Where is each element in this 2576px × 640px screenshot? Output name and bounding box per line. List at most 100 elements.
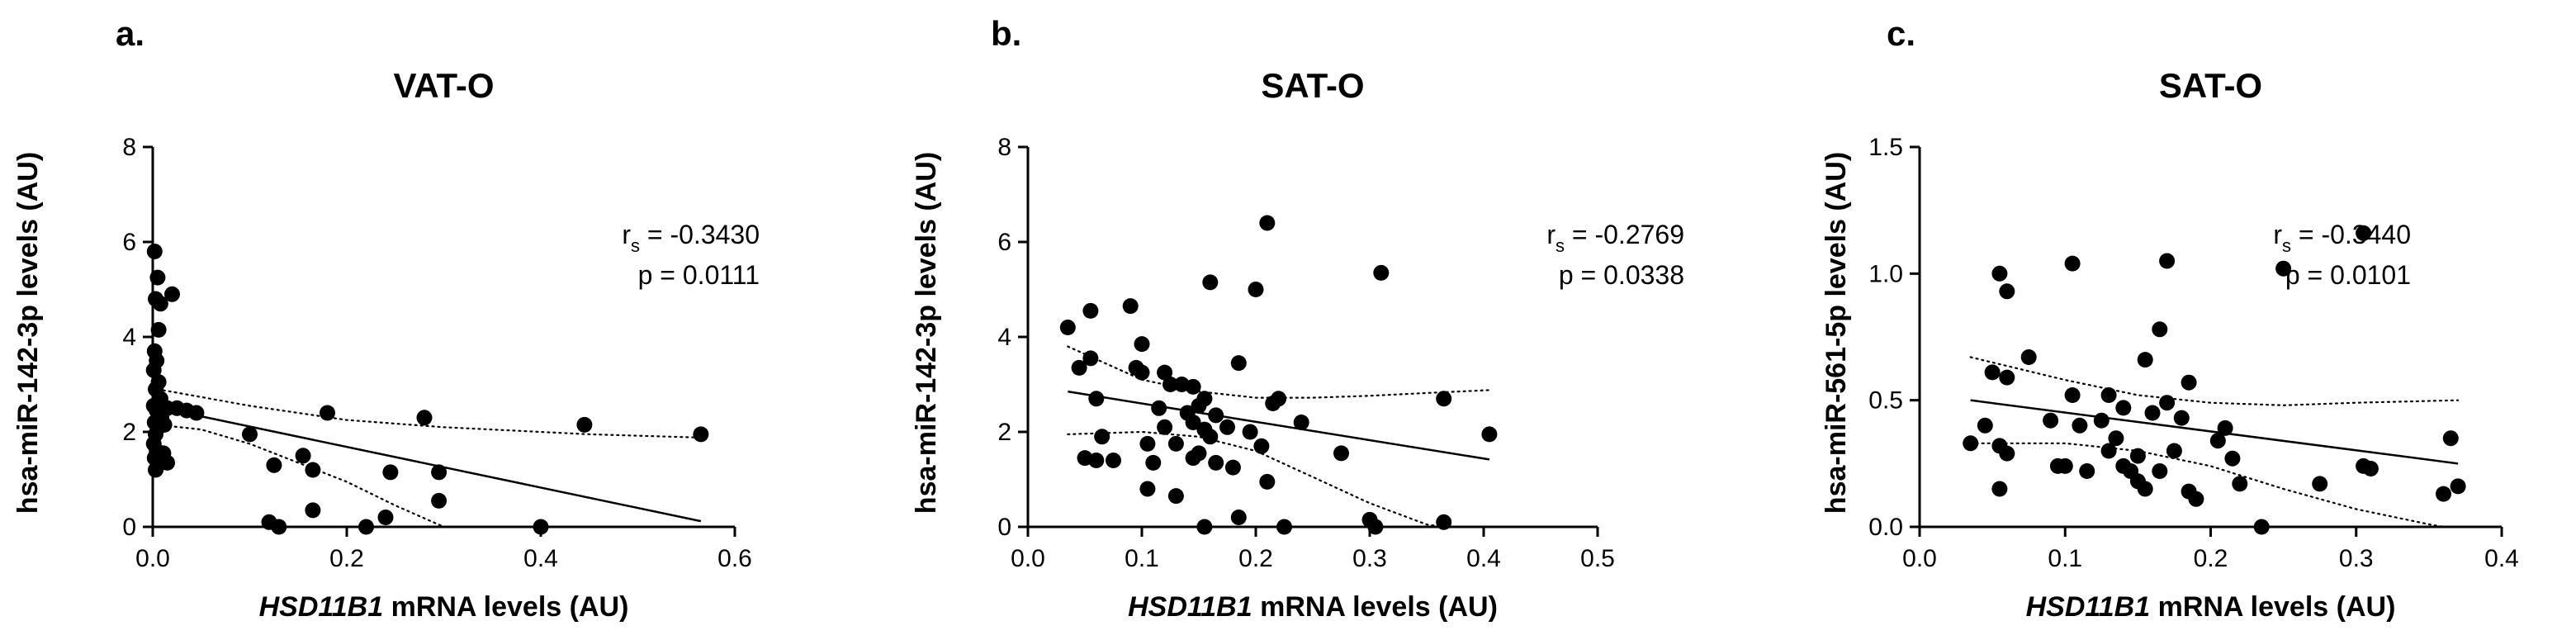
- data-point: [1481, 426, 1498, 443]
- data-point: [2100, 443, 2117, 459]
- x-axis-title-rest: mRNA levels (AU): [1252, 591, 1498, 623]
- x-axis-title: HSD11B1 mRNA levels (AU): [259, 591, 629, 623]
- data-point: [576, 416, 593, 433]
- x-axis-title-rest: mRNA levels (AU): [2150, 591, 2395, 623]
- data-point: [1293, 415, 1309, 430]
- data-point: [2108, 430, 2124, 447]
- y-axis-title: hsa-miR-561-5p levels (AU): [1821, 152, 1852, 514]
- y-tick-label: 2: [997, 419, 1011, 446]
- ci-lower-band: [1067, 430, 1445, 529]
- spearman-r-symbol: r: [622, 220, 631, 249]
- data-point: [1106, 453, 1121, 468]
- x-tick-label: 0.2: [1238, 545, 1273, 572]
- data-point: [1185, 378, 1201, 395]
- y-tick-label: 1.5: [1868, 134, 1903, 161]
- data-point: [2137, 481, 2153, 497]
- chart-panel-2: b. SAT-O 0 2 4 6 8 0.0 0.1 0.2 0.3 0.4 0.5 HSD11B1 mR…: [911, 14, 1684, 623]
- data-point: [1259, 473, 1276, 490]
- data-point: [1999, 283, 2015, 300]
- x-axis-title-gene: HSD11B1: [1128, 591, 1252, 623]
- data-point: [1082, 350, 1099, 367]
- y-tick-label: 4: [997, 324, 1011, 351]
- data-point: [377, 510, 394, 525]
- data-point: [1185, 450, 1201, 467]
- data-point: [1167, 488, 1184, 505]
- data-point: [2057, 457, 2073, 474]
- data-point: [1984, 364, 2001, 381]
- data-point: [305, 502, 321, 519]
- data-point: [1088, 391, 1105, 407]
- data-point: [358, 519, 374, 535]
- data-point: [2166, 443, 2182, 459]
- data-point: [2137, 352, 2153, 368]
- panel-label: c.: [1887, 14, 1915, 53]
- data-point: [2253, 519, 2270, 535]
- chart-panel-3: c. SAT-O 0.0 0.5 1.0 1.5 0.0 0.1 0.2 0.3 0.4 HSD11B…: [1821, 14, 2519, 623]
- y-tick-label: 4: [122, 324, 136, 351]
- data-point: [1999, 445, 2015, 462]
- x-axis-title-gene: HSD11B1: [259, 591, 384, 623]
- data-point: [2209, 433, 2226, 449]
- data-point: [1167, 435, 1184, 452]
- ci-lower-band: [1969, 442, 2445, 529]
- data-point: [1963, 435, 1979, 452]
- x-tick-label: 0.0: [135, 545, 170, 572]
- data-point: [242, 426, 258, 443]
- data-point: [145, 362, 162, 378]
- data-point: [1253, 438, 1270, 454]
- data-point: [2100, 387, 2117, 403]
- data-point: [1271, 391, 1287, 407]
- ci-upper-band: [1969, 356, 2460, 406]
- x-tick-label: 0.2: [329, 545, 364, 572]
- chart-title: SAT-O: [2159, 66, 2262, 105]
- y-tick-label: 0.0: [1868, 514, 1903, 541]
- panel-label: a.: [116, 14, 144, 53]
- p-value-text: p = 0.0101: [2285, 260, 2411, 290]
- data-point: [2072, 417, 2088, 434]
- data-point: [693, 426, 709, 443]
- data-point: [1139, 481, 1156, 497]
- data-point: [1163, 377, 1178, 392]
- data-point: [2356, 225, 2372, 241]
- data-point: [1373, 264, 1390, 281]
- y-tick-label: 2: [122, 419, 136, 446]
- data-point: [2217, 420, 2233, 436]
- x-tick-label: 0.1: [2048, 545, 2082, 572]
- data-point: [1208, 454, 1224, 471]
- data-point: [2144, 405, 2161, 421]
- data-point: [1157, 364, 1173, 381]
- spearman-r-subscript: s: [1556, 235, 1565, 256]
- data-point: [2450, 478, 2466, 495]
- data-point: [271, 519, 287, 535]
- data-point: [1145, 454, 1162, 471]
- data-point: [1333, 445, 1349, 462]
- data-point: [1191, 397, 1207, 414]
- data-point: [2181, 374, 2197, 391]
- data-point: [1248, 282, 1264, 297]
- data-point: [188, 405, 205, 421]
- p-value-text: p = 0.0338: [1559, 260, 1684, 290]
- x-tick-label: 0.5: [1580, 545, 1615, 572]
- data-point: [2232, 476, 2248, 492]
- data-point: [1224, 459, 1241, 476]
- data-point: [1196, 519, 1213, 535]
- y-axis-title: hsa-miR-142-3p levels (AU): [911, 152, 942, 514]
- data-point: [1436, 391, 1452, 407]
- data-point: [2224, 450, 2241, 467]
- data-point: [320, 405, 335, 421]
- data-point: [266, 457, 282, 473]
- data-point: [1134, 364, 1150, 381]
- data-point: [2079, 463, 2095, 479]
- panel-label: b.: [991, 14, 1021, 53]
- regression-line: [1970, 399, 2459, 465]
- data-point: [1094, 429, 1110, 445]
- data-point: [431, 464, 447, 481]
- data-point: [152, 296, 168, 312]
- data-point: [1230, 510, 1247, 525]
- data-point: [2093, 412, 2110, 429]
- spearman-r-text: rs = -0.2769: [1546, 220, 1684, 256]
- data-point: [2442, 430, 2459, 447]
- data-point: [150, 321, 167, 338]
- data-point: [1134, 336, 1150, 353]
- data-point: [2188, 491, 2204, 507]
